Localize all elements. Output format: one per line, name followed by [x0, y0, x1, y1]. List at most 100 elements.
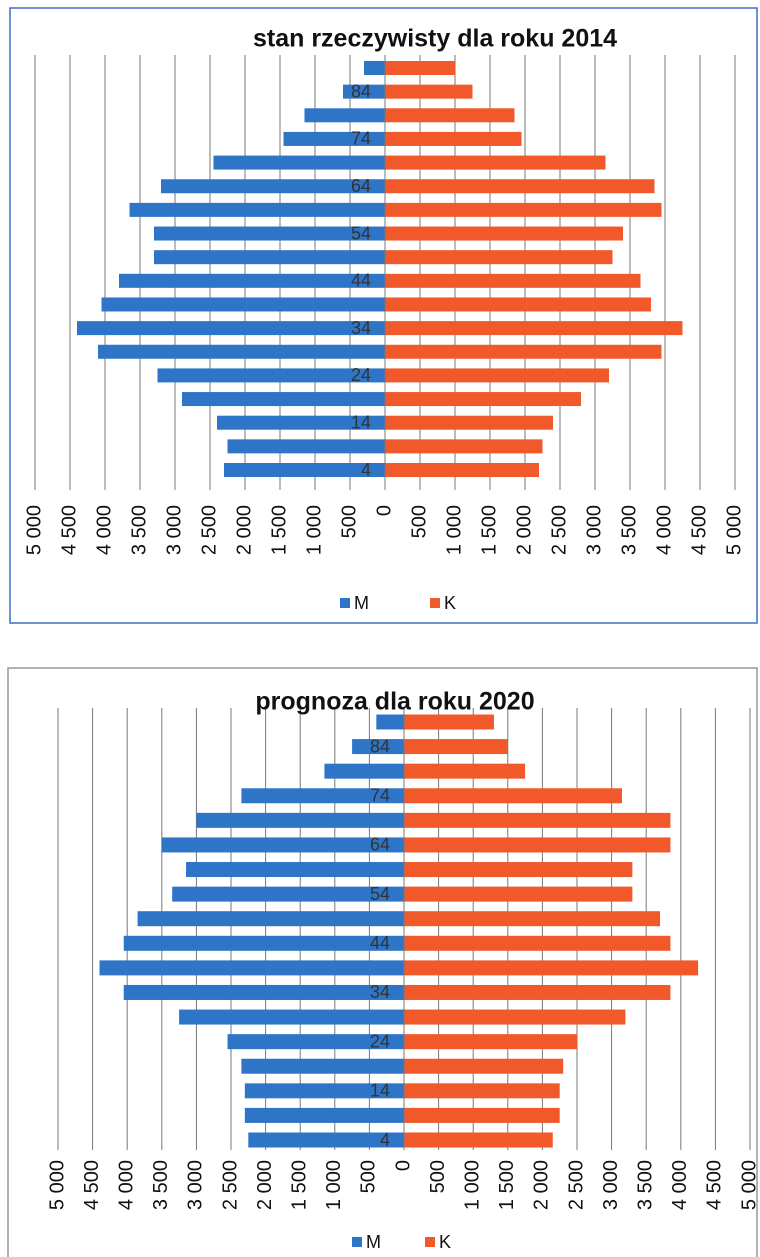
- y-tick-label: 84: [351, 81, 371, 101]
- bar: [119, 273, 385, 288]
- bar: [404, 1132, 553, 1148]
- x-tick-label: 1 500: [496, 1160, 518, 1210]
- chart-title: stan rzeczywisty dla roku 2014: [253, 25, 617, 53]
- bar: [244, 1107, 404, 1123]
- bar: [248, 1132, 404, 1148]
- bar: [137, 911, 404, 927]
- bar: [123, 935, 405, 951]
- x-tick-label: 3 500: [618, 505, 640, 555]
- x-tick-label: 1 000: [323, 1160, 345, 1210]
- bar: [404, 862, 633, 878]
- x-tick-label: 2 000: [513, 505, 535, 555]
- bar: [324, 763, 404, 779]
- bar: [404, 911, 661, 927]
- bar: [213, 155, 385, 170]
- y-tick-label: 44: [370, 933, 390, 953]
- x-tick-label: 0: [373, 505, 395, 516]
- bar: [404, 763, 526, 779]
- x-tick-label: 2 000: [233, 505, 255, 555]
- legend-label: K: [439, 1232, 451, 1252]
- x-tick-label: 5 000: [723, 505, 745, 555]
- y-tick-label: 54: [351, 223, 371, 243]
- bar: [196, 812, 404, 828]
- bar: [186, 862, 404, 878]
- bar: [385, 297, 651, 312]
- x-tick-label: 5 000: [23, 505, 45, 555]
- legend-label: M: [354, 593, 369, 613]
- bar: [385, 273, 641, 288]
- y-tick-label: 4: [380, 1130, 390, 1150]
- bar: [161, 179, 385, 194]
- x-tick-label: 2 000: [254, 1160, 276, 1210]
- legend-swatch: [430, 598, 440, 608]
- x-tick-label: 1 000: [443, 505, 465, 555]
- y-tick-label: 24: [370, 1031, 390, 1051]
- y-tick-label: 14: [370, 1081, 390, 1101]
- x-tick-label: 4 000: [669, 1160, 691, 1210]
- bar: [385, 392, 581, 407]
- x-tick-label: 5 000: [738, 1160, 760, 1210]
- bar: [161, 837, 404, 853]
- legend-swatch: [425, 1237, 435, 1247]
- chart-frame: [7, 667, 758, 1257]
- x-tick-label: 500: [427, 1160, 449, 1193]
- bar: [241, 788, 404, 804]
- bar: [385, 131, 522, 146]
- x-tick-label: 500: [358, 1160, 380, 1193]
- bar: [241, 1058, 404, 1074]
- x-tick-label: 2 500: [219, 1160, 241, 1210]
- x-tick-label: 1 000: [461, 1160, 483, 1210]
- bar: [227, 1034, 404, 1050]
- bar: [385, 344, 662, 359]
- bar: [385, 250, 613, 265]
- bar: [101, 297, 385, 312]
- bar: [404, 1009, 626, 1025]
- bar: [283, 131, 385, 146]
- x-tick-label: 4 500: [704, 1160, 726, 1210]
- x-tick-label: 2 500: [198, 505, 220, 555]
- x-tick-label: 4 000: [115, 1160, 137, 1210]
- x-tick-label: 3 000: [163, 505, 185, 555]
- y-tick-label: 84: [370, 736, 390, 756]
- x-tick-label: 500: [408, 505, 430, 538]
- x-tick-label: 3 000: [185, 1160, 207, 1210]
- x-tick-label: 1 000: [303, 505, 325, 555]
- chart-frame: [9, 7, 758, 624]
- bar: [364, 61, 385, 75]
- bar: [404, 960, 699, 976]
- bar: [376, 714, 404, 730]
- legend-swatch: [340, 598, 350, 608]
- x-tick-label: 2 000: [531, 1160, 553, 1210]
- y-tick-label: 34: [351, 318, 371, 338]
- bar: [217, 415, 385, 430]
- x-tick-label: 1 500: [478, 505, 500, 555]
- bar: [404, 886, 633, 902]
- bar: [404, 1083, 560, 1099]
- bar: [404, 984, 671, 1000]
- bar: [179, 1009, 404, 1025]
- bar: [182, 392, 385, 407]
- bar: [385, 415, 553, 430]
- bar: [123, 984, 405, 1000]
- x-tick-label: 3 000: [600, 1160, 622, 1210]
- bar: [352, 739, 404, 755]
- bar: [157, 368, 385, 383]
- bar: [404, 812, 671, 828]
- x-tick-label: 3 500: [128, 505, 150, 555]
- bar: [244, 1083, 404, 1099]
- bar: [404, 837, 671, 853]
- bar: [385, 155, 606, 170]
- bar: [385, 226, 623, 241]
- bar: [404, 1058, 564, 1074]
- x-tick-label: 4 500: [58, 505, 80, 555]
- bar: [404, 739, 508, 755]
- bar: [385, 61, 455, 75]
- bar: [304, 108, 385, 123]
- y-tick-label: 34: [370, 982, 390, 1002]
- x-tick-label: 0: [392, 1160, 414, 1171]
- y-tick-label: 4: [361, 460, 371, 480]
- bar: [227, 439, 385, 454]
- bar: [154, 226, 385, 241]
- x-tick-label: 4 000: [653, 505, 675, 555]
